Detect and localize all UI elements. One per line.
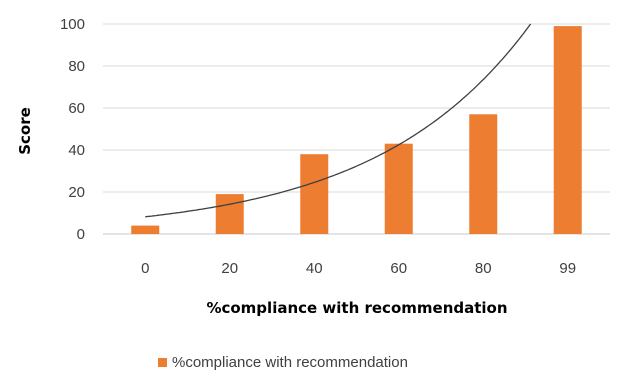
x-tick-label: 80: [475, 260, 492, 277]
bars: [131, 26, 582, 234]
y-axis-title: Score: [16, 107, 34, 155]
y-tick-labels: 0 20 40 60 80 100: [60, 16, 85, 243]
legend-swatch: [158, 358, 167, 367]
trendline: [145, 23, 532, 218]
x-tick-label: 20: [221, 260, 238, 277]
bar: [300, 154, 329, 234]
y-tick-label: 60: [68, 100, 85, 117]
y-tick-label: 80: [68, 58, 85, 75]
bar: [553, 26, 582, 234]
legend-label: %compliance with recommendation: [172, 354, 408, 371]
x-tick-label: 99: [559, 260, 576, 277]
bar: [469, 114, 498, 234]
legend: %compliance with recommendation: [158, 354, 408, 371]
y-tick-label: 40: [68, 142, 85, 159]
gridlines: [103, 23, 610, 235]
bar: [384, 143, 413, 234]
bar: [215, 194, 244, 234]
x-tick-label: 40: [306, 260, 323, 277]
x-tick-label: 0: [141, 260, 149, 277]
x-axis-title: %compliance with recommendation: [206, 299, 507, 317]
y-tick-label: 20: [68, 184, 85, 201]
x-tick-labels: 0 20 40 60 80 99: [141, 260, 576, 277]
bar: [131, 225, 160, 234]
x-tick-label: 60: [390, 260, 407, 277]
y-tick-label: 100: [60, 16, 85, 33]
y-tick-label: 0: [77, 226, 85, 243]
